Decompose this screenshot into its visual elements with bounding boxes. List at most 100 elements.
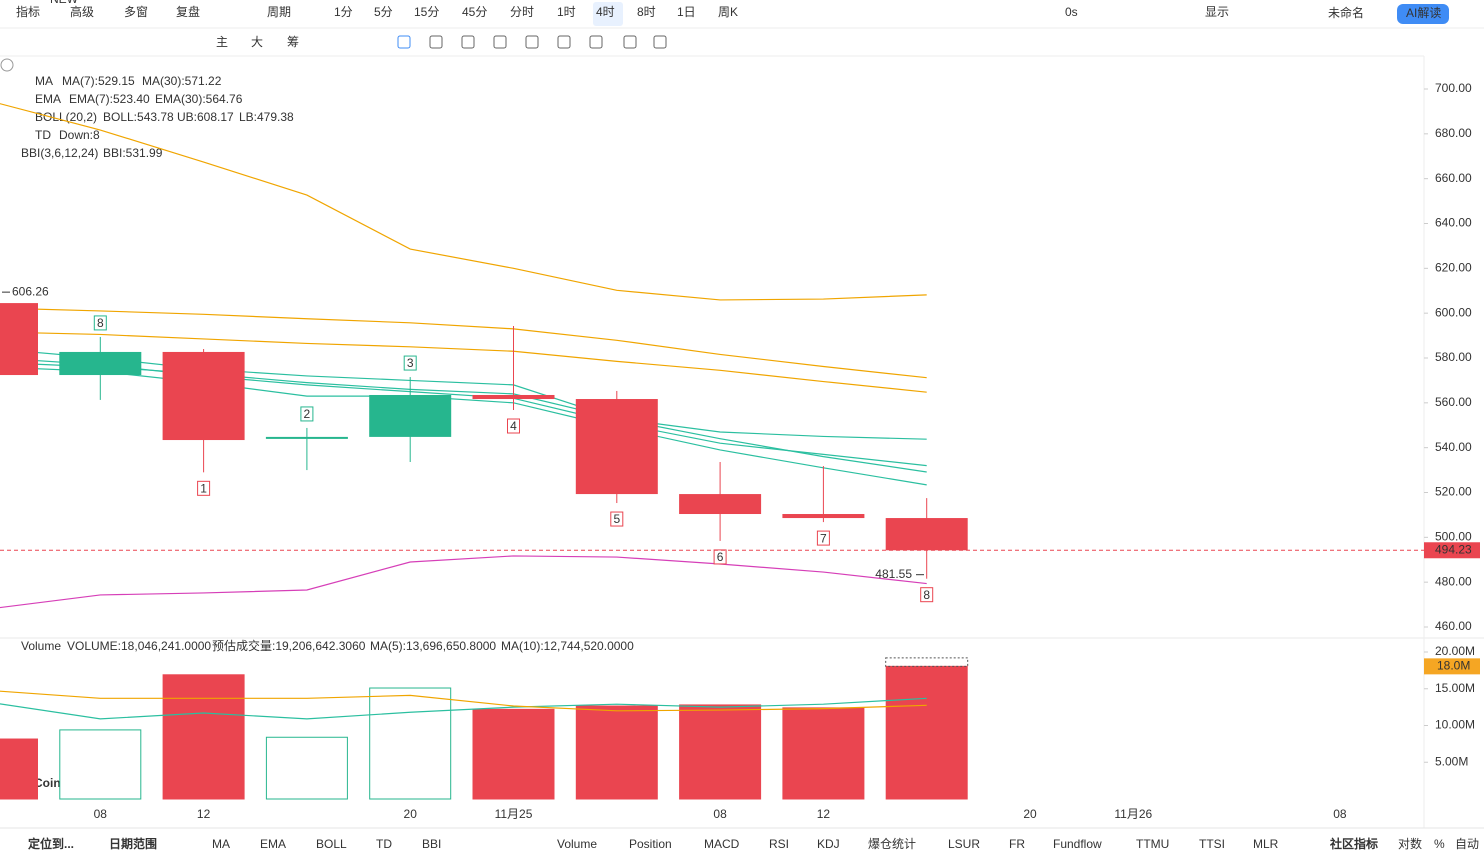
bottom-option[interactable]: % [1434,837,1445,851]
panel-toggle[interactable]: FR [1009,837,1025,851]
indicator-legend: EMA(7):523.40 [69,92,150,106]
bottom-option[interactable]: 对数 [1398,836,1422,851]
volume-tick-label: 15.00M [1435,681,1475,695]
y-tick-label: 560.00 [1435,395,1472,409]
volume-legend: VOLUME:18,046,241.0000 [67,639,211,653]
last-price-badge [1424,542,1480,559]
panel-toggle[interactable]: TTSI [1199,837,1225,851]
td-label: 8 [923,588,930,602]
panel-toggle[interactable]: Fundflow [1053,837,1102,851]
volume-badge-label: 18.0M [1437,659,1470,673]
collapse-icon[interactable] [0,58,14,72]
tool-toggle[interactable]: 筹 [287,35,299,49]
td-label: 3 [407,356,414,370]
indicator-legend: BOLL:543.78 [103,110,174,124]
tool-toggle[interactable]: 主 [216,35,228,49]
overlay-toggle[interactable]: BOLL [316,837,347,851]
tool-icon[interactable] [461,35,475,49]
volume-ma-line [0,690,927,712]
indicator-legend: Down:8 [59,128,100,142]
panel-toggle[interactable]: Volume [557,837,597,851]
indicator-legend: UB:608.17 [177,110,234,124]
layout-name[interactable]: 未命名 [1328,5,1364,20]
interval[interactable]: 1日 [677,5,696,19]
volume-bar [472,708,555,800]
tool-icon[interactable] [429,35,443,49]
tool-toggle[interactable]: 大 [251,35,263,49]
bottom-menu[interactable]: 日期范围 [109,836,157,851]
interval[interactable]: 1分 [334,5,353,19]
x-tick-label: 08 [94,807,108,821]
indicator-legend: EMA [35,92,61,106]
tool-icon[interactable] [623,35,637,49]
y-tick-label: 540.00 [1435,440,1472,454]
indicator-line [0,307,927,379]
volume-legend: MA(10):12,744,520.0000 [501,639,634,653]
tool-icon[interactable] [653,35,667,49]
tool-icon[interactable] [557,35,571,49]
interval[interactable]: 分时 [510,5,534,19]
toolbar-item[interactable]: 高级 [70,4,94,19]
panel-toggle[interactable]: 爆仓统计 [868,837,916,851]
volume-badge [1424,658,1480,675]
interval[interactable]: 1时 [557,5,576,19]
x-tick-label: 08 [1333,807,1347,821]
overlay-toggle[interactable]: EMA [260,837,286,851]
candle-body [679,494,762,515]
overlay-toggle[interactable]: BBI [422,837,441,851]
candle-body [0,303,38,376]
overlay-toggle[interactable]: TD [376,837,392,851]
toolbar-item[interactable]: 多窗 [124,5,148,19]
tool-icon[interactable] [589,35,603,49]
interval[interactable]: 5分 [374,5,393,19]
volume-legend: MA(5):13,696,650.8000 [370,639,496,653]
td-box [713,549,727,565]
tool-icon[interactable] [493,35,507,49]
td-label: 6 [717,550,724,564]
td-box [816,530,830,546]
candle-body [265,436,348,439]
period-menu[interactable]: 周期 [267,5,291,19]
interval[interactable]: 8时 [637,5,656,19]
volume-bar [162,674,245,800]
candle-body [59,351,142,376]
interval[interactable]: 15分 [414,5,439,19]
low-label: 481.55 [875,567,912,581]
panel-toggle[interactable]: MLR [1253,837,1279,851]
ai-button[interactable] [1397,4,1449,24]
x-tick-label: 20 [404,807,418,821]
panel-toggle[interactable]: TTMU [1136,837,1169,851]
interval[interactable]: 4时 [596,5,615,19]
timer: 0s [1065,5,1078,19]
y-tick-label: 480.00 [1435,574,1472,588]
bottom-option[interactable]: 社区指标 [1329,836,1378,851]
volume-bar [265,736,348,800]
volume-bar [575,705,658,800]
overlay-toggle[interactable]: MA [212,837,230,851]
ai-label[interactable]: AI解读 [1406,6,1441,20]
toolbar-item[interactable]: 指标 [16,4,40,19]
panel-toggle[interactable]: MACD [704,837,740,851]
indicator-legend: LB:479.38 [239,110,294,124]
panel-toggle[interactable]: RSI [769,837,789,851]
td-box [610,511,624,527]
bottom-option[interactable]: 自动 [1455,837,1479,851]
y-tick-label: 500.00 [1435,530,1472,544]
active-interval-bg [593,2,623,26]
tool-icon[interactable] [525,35,539,49]
panel-toggle[interactable]: LSUR [948,837,980,851]
panel-toggle[interactable]: Position [629,837,672,851]
bottom-menu[interactable]: 定位到... [28,836,74,851]
panel-toggle[interactable]: KDJ [817,837,840,851]
x-tick-label: 11月25 [495,807,533,821]
x-tick-label: 12 [817,807,831,821]
td-label: 8 [97,316,104,330]
tool-icon[interactable] [397,35,411,49]
display-menu[interactable]: 显示 [1205,5,1229,19]
indicator-line [0,331,927,393]
new-badge: NEW [50,0,79,6]
interval[interactable]: 周K [718,5,738,19]
interval[interactable]: 45分 [462,5,487,19]
toolbar-item[interactable]: 复盘 [176,4,200,19]
